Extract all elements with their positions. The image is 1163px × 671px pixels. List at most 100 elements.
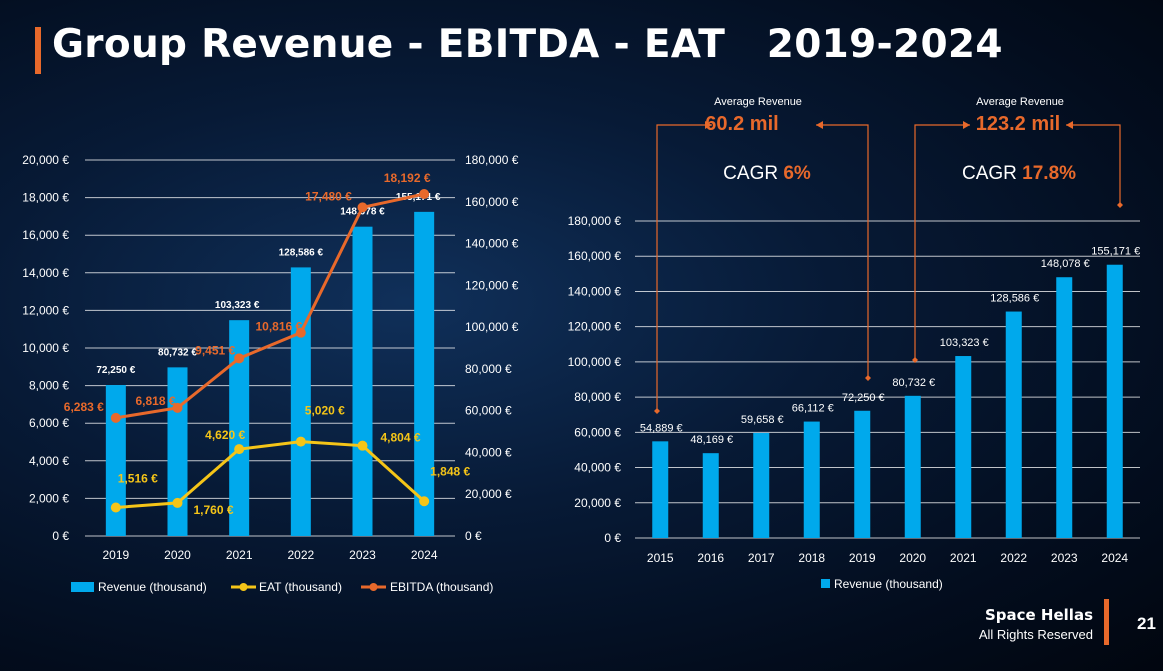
y-right-tick-label: 180,000 € — [465, 153, 519, 167]
footer-rights: All Rights Reserved — [978, 627, 1093, 642]
annotation-average-value: 123.2 mil — [976, 113, 1061, 135]
x-tick-label: 2022 — [287, 548, 314, 562]
ebitda-point — [357, 202, 368, 213]
y-left-tick-label: 4,000 € — [29, 454, 69, 468]
revenue-bar — [1056, 277, 1073, 538]
y-left-tick-label: 18,000 € — [22, 191, 69, 205]
revenue-bar — [904, 395, 921, 538]
footer-accent-bar — [1104, 599, 1109, 645]
x-tick-label: 2020 — [164, 548, 191, 562]
eat-data-label: 4,620 € — [205, 428, 245, 442]
annotation-average-value: 60.2 mil — [705, 113, 778, 135]
eat-data-label: 1,760 € — [193, 503, 233, 517]
annotation-caption: Average Revenue — [714, 96, 802, 108]
y-tick-label: 160,000 € — [568, 249, 622, 263]
y-tick-label: 140,000 € — [568, 284, 622, 298]
ebitda-data-label: 10,816 € — [255, 320, 302, 334]
annotation-marker — [654, 408, 660, 414]
eat-point — [419, 496, 430, 507]
y-tick-label: 100,000 € — [568, 355, 622, 369]
x-tick-label: 2017 — [748, 551, 775, 565]
legend-revenue-swatch — [71, 582, 94, 592]
annotation-bracket — [656, 124, 712, 410]
eat-line — [115, 440, 426, 509]
eat-point — [172, 497, 183, 508]
x-tick-label: 2016 — [697, 551, 724, 565]
eat-data-label: 1,848 € — [430, 464, 470, 478]
y-right-tick-label: 60,000 € — [465, 404, 512, 418]
annotation-arrowhead — [816, 121, 823, 129]
annotation-marker — [865, 375, 871, 381]
y-tick-label: 120,000 € — [568, 320, 622, 334]
x-tick-label: 2021 — [226, 548, 253, 562]
y-left-tick-label: 14,000 € — [22, 266, 69, 280]
revenue-data-label: 103,323 € — [215, 300, 260, 311]
y-left-tick-label: 20,000 € — [22, 153, 69, 167]
legend-ebitda-label: EBITDA (thousand) — [390, 580, 493, 594]
annotation-bracket — [1066, 124, 1121, 205]
annotation-arrowhead — [705, 121, 712, 129]
y-tick-label: 60,000 € — [574, 425, 621, 439]
x-tick-label: 2015 — [647, 551, 674, 565]
y-tick-label: 180,000 € — [568, 214, 622, 228]
revenue-bar — [1106, 264, 1123, 538]
page-number: 21 — [1137, 614, 1156, 633]
annotation-cagr: CAGR 17.8% — [962, 163, 1076, 184]
revenue-data-label: 128,586 € — [279, 247, 324, 258]
revenue-data-label: 80,732 € — [158, 347, 197, 358]
annotation-bracket — [914, 124, 970, 360]
x-tick-label: 2020 — [899, 551, 926, 565]
annotation-arrowhead — [1066, 121, 1073, 129]
y-left-tick-label: 0 € — [52, 529, 69, 543]
x-tick-label: 2023 — [1051, 551, 1078, 565]
x-tick-label: 2018 — [798, 551, 825, 565]
x-tick-label: 2024 — [411, 548, 438, 562]
ebitda-point — [110, 412, 121, 423]
y-tick-label: 40,000 € — [574, 461, 621, 475]
legend-revenue-swatch — [821, 579, 830, 588]
y-right-tick-label: 0 € — [465, 529, 482, 543]
legend-eat-marker — [239, 583, 248, 591]
y-right-tick-label: 80,000 € — [465, 362, 512, 376]
x-tick-label: 2019 — [102, 548, 129, 562]
eat-point — [110, 502, 121, 513]
ebitda-point — [295, 327, 306, 338]
y-tick-label: 20,000 € — [574, 496, 621, 510]
legend-ebitda-marker — [369, 583, 378, 591]
revenue-data-label: 66,112 € — [792, 403, 834, 415]
title-accent-bar — [35, 27, 41, 74]
x-tick-label: 2023 — [349, 548, 376, 562]
revenue-bar — [105, 385, 126, 536]
revenue-data-label: 155,171 € — [396, 192, 441, 203]
y-tick-label: 80,000 € — [574, 390, 621, 404]
revenue-bar — [414, 211, 435, 536]
y-right-tick-label: 160,000 € — [465, 195, 519, 209]
revenue-bar — [229, 320, 250, 536]
footer-company: Space Hellas — [984, 606, 1093, 624]
eat-data-label: 4,804 € — [380, 431, 420, 445]
revenue-data-label: 148,078 € — [1041, 258, 1090, 270]
annotation-bracket — [816, 124, 869, 377]
annotation-cagr: CAGR 6% — [723, 163, 811, 184]
ebitda-point — [234, 353, 245, 364]
revenue-bar — [702, 453, 719, 538]
y-left-tick-label: 12,000 € — [22, 303, 69, 317]
eat-point — [357, 440, 368, 451]
page-title: Group Revenue - EBITDA - EAT 2019-2024 — [52, 22, 1003, 67]
x-tick-label: 2019 — [849, 551, 876, 565]
ebitda-data-label: 9,451 € — [195, 343, 235, 357]
ebitda-data-label: 17,480 € — [305, 189, 352, 203]
revenue-bar — [1005, 311, 1022, 538]
revenue-bar — [753, 432, 770, 538]
eat-data-label: 5,020 € — [305, 404, 345, 418]
x-tick-label: 2021 — [950, 551, 977, 565]
eat-point — [234, 444, 245, 455]
legend-revenue-label: Revenue (thousand) — [834, 577, 943, 591]
revenue-bar — [652, 441, 669, 538]
revenue-bar — [803, 421, 820, 538]
ebitda-data-label: 18,192 € — [384, 171, 431, 185]
y-left-tick-label: 16,000 € — [22, 228, 69, 242]
ebitda-data-label: 6,283 € — [64, 400, 104, 414]
